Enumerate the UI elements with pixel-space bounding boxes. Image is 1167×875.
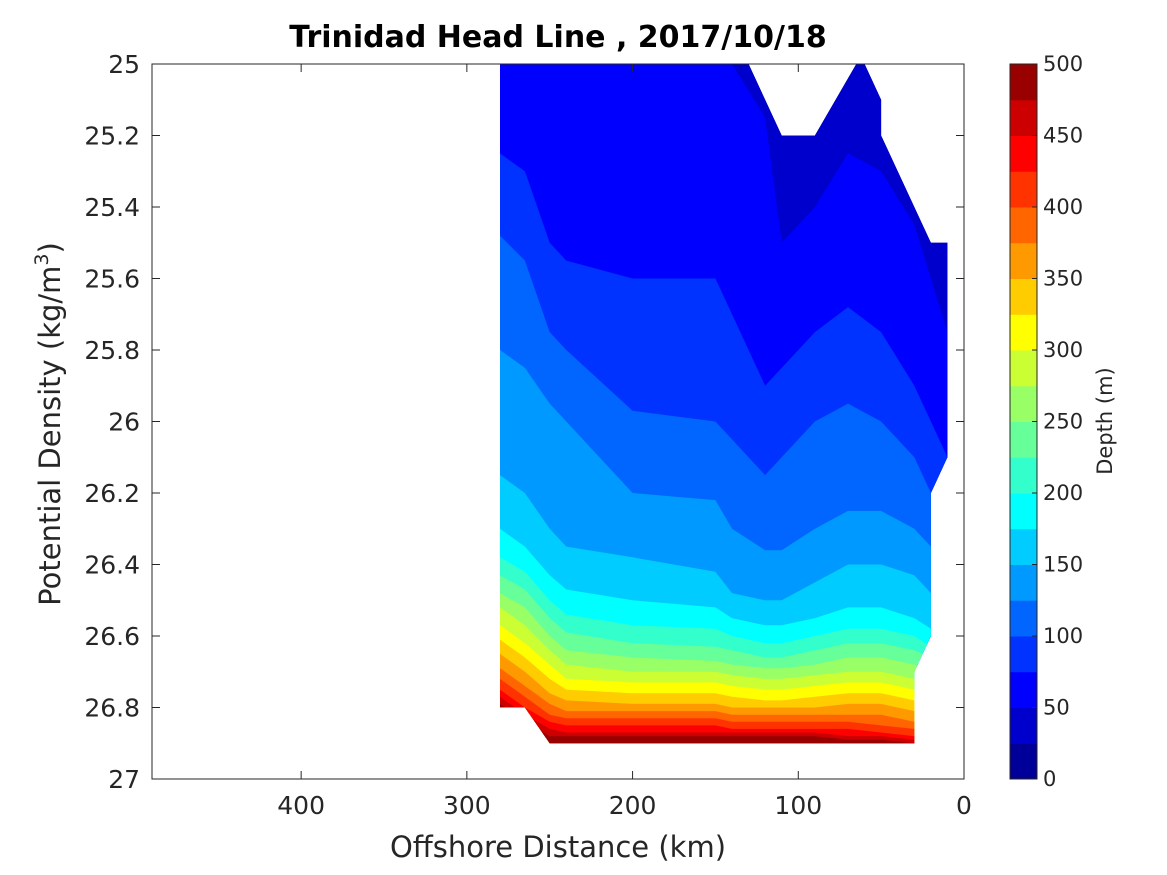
y-tick-label: 26.2 [84, 479, 140, 508]
y-tick-label: 25.4 [84, 193, 140, 222]
y-tick-label: 25 [108, 50, 140, 79]
y-tick-label: 26.6 [84, 622, 140, 651]
y-axis-label-close: ) [33, 242, 67, 253]
colorbar-tick-label: 200 [1043, 481, 1083, 505]
colorbar: 0 50 100 150 200 250 300 350 400 450 500 [1009, 52, 1083, 791]
colorbar-segment [1010, 171, 1037, 208]
y-tick-label: 25.8 [84, 336, 140, 365]
colorbar-segment [1010, 99, 1037, 136]
y-axis-label-main: Potential Density (kg/m [33, 266, 67, 606]
y-axis-label-superscript: 3 [31, 253, 53, 265]
colorbar-segment [1010, 564, 1037, 601]
y-tick-label: 27 [108, 765, 140, 794]
colorbar-tick-label: 300 [1043, 338, 1083, 362]
colorbar-segment [1010, 135, 1037, 172]
y-tick-label: 26 [108, 408, 140, 437]
x-tick-label: 0 [956, 791, 972, 820]
y-axis: 25 25.2 25.4 25.6 25.8 26 26.2 26.4 26.6 26.8 27 [84, 50, 964, 794]
colorbar-tick-label: 400 [1043, 195, 1083, 219]
x-tick-label: 100 [774, 791, 822, 820]
colorbar-tick-label: 350 [1043, 267, 1083, 291]
contour-fill [500, 64, 948, 744]
colorbar-segment [1010, 457, 1037, 494]
x-tick-label: 400 [277, 791, 325, 820]
colorbar-segment [1010, 64, 1037, 101]
x-axis: 400 300 200 100 0 [277, 64, 972, 820]
y-tick-label: 26.8 [84, 694, 140, 723]
colorbar-segment [1010, 314, 1037, 351]
y-tick-label: 25.2 [84, 122, 140, 151]
y-tick-label: 25.6 [84, 265, 140, 294]
x-axis-label: Offshore Distance (km) [390, 830, 726, 864]
colorbar-segment [1010, 743, 1037, 780]
colorbar-tick-label: 250 [1043, 410, 1083, 434]
colorbar-tick-label: 150 [1043, 553, 1083, 577]
colorbar-segment [1010, 600, 1037, 637]
colorbar-segment [1010, 671, 1037, 708]
colorbar-segment [1010, 421, 1037, 458]
x-tick-label: 300 [443, 791, 491, 820]
colorbar-segment [1010, 385, 1037, 422]
x-tick-label: 200 [609, 791, 657, 820]
colorbar-segment [1010, 207, 1037, 244]
colorbar-tick-label: 500 [1043, 52, 1083, 76]
colorbar-segment [1010, 528, 1037, 565]
colorbar-tick-label: 0 [1043, 767, 1056, 791]
y-tick-label: 26.4 [84, 551, 140, 580]
colorbar-segment [1010, 278, 1037, 315]
colorbar-tick-label: 450 [1043, 124, 1083, 148]
y-axis-label: Potential Density (kg/m3) [31, 242, 67, 606]
colorbar-segment [1010, 493, 1037, 530]
colorbar-segment [1010, 636, 1037, 673]
colorbar-segment [1010, 350, 1037, 387]
chart-title: Trinidad Head Line , 2017/10/18 [289, 20, 826, 55]
colorbar-tick-label: 100 [1043, 624, 1083, 648]
colorbar-label: Depth (m) [1093, 367, 1117, 474]
colorbar-segment [1010, 707, 1037, 744]
colorbar-tick-label: 50 [1043, 696, 1070, 720]
colorbar-segment [1010, 242, 1037, 279]
